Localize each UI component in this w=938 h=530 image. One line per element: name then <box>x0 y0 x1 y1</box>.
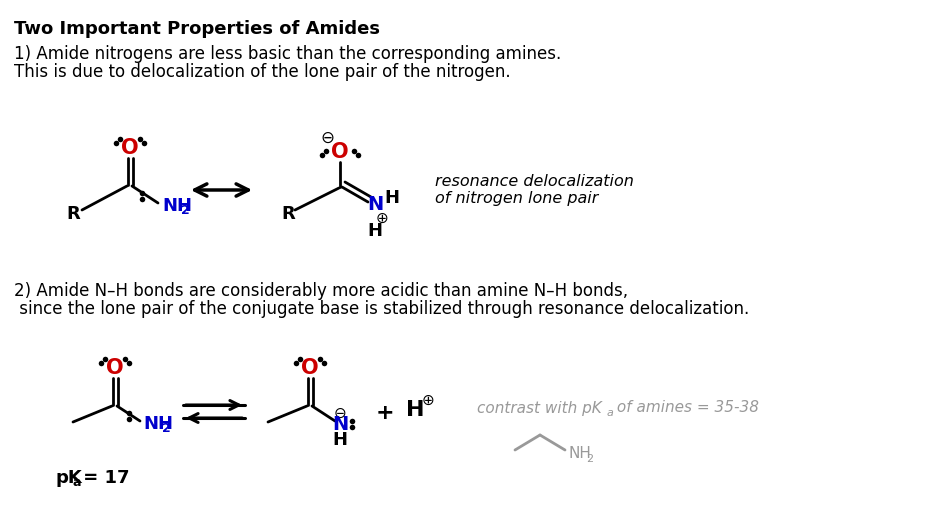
Text: contrast with pK: contrast with pK <box>477 401 602 416</box>
Text: O: O <box>301 358 319 378</box>
Text: a: a <box>72 476 81 490</box>
Text: of amines = 35-38: of amines = 35-38 <box>612 401 759 416</box>
Text: ⊕: ⊕ <box>421 393 434 408</box>
Text: N: N <box>332 414 348 434</box>
Text: This is due to delocalization of the lone pair of the nitrogen.: This is due to delocalization of the lon… <box>14 63 510 81</box>
Text: R: R <box>281 205 295 223</box>
Text: 2: 2 <box>586 454 593 464</box>
Text: since the lone pair of the conjugate base is stabilized through resonance deloca: since the lone pair of the conjugate bas… <box>14 300 749 318</box>
Text: 2) Amide N–H bonds are considerably more acidic than amine N–H bonds,: 2) Amide N–H bonds are considerably more… <box>14 282 628 300</box>
Text: 2: 2 <box>181 205 189 217</box>
Text: 2: 2 <box>162 422 171 436</box>
Text: H: H <box>332 431 347 449</box>
Text: ⊕: ⊕ <box>375 210 388 225</box>
Text: resonance delocalization: resonance delocalization <box>435 174 634 190</box>
Text: Two Important Properties of Amides: Two Important Properties of Amides <box>14 20 380 38</box>
Text: O: O <box>331 142 349 162</box>
Text: NH: NH <box>569 446 592 462</box>
Text: O: O <box>106 358 124 378</box>
Text: 1) Amide nitrogens are less basic than the corresponding amines.: 1) Amide nitrogens are less basic than t… <box>14 45 561 63</box>
Text: ⊖: ⊖ <box>320 129 334 147</box>
Text: NH: NH <box>143 415 173 433</box>
Text: N: N <box>367 196 383 215</box>
Text: = 17: = 17 <box>77 469 129 487</box>
Text: pK: pK <box>55 469 82 487</box>
Text: R: R <box>66 205 80 223</box>
Text: a: a <box>607 408 613 418</box>
Text: H: H <box>385 189 400 207</box>
Text: H: H <box>368 222 383 240</box>
Text: of nitrogen lone pair: of nitrogen lone pair <box>435 190 598 206</box>
Text: ⊖: ⊖ <box>334 405 346 420</box>
Text: NH: NH <box>162 197 192 215</box>
Text: O: O <box>121 138 139 158</box>
Text: +: + <box>376 403 394 423</box>
Text: H: H <box>406 400 424 420</box>
